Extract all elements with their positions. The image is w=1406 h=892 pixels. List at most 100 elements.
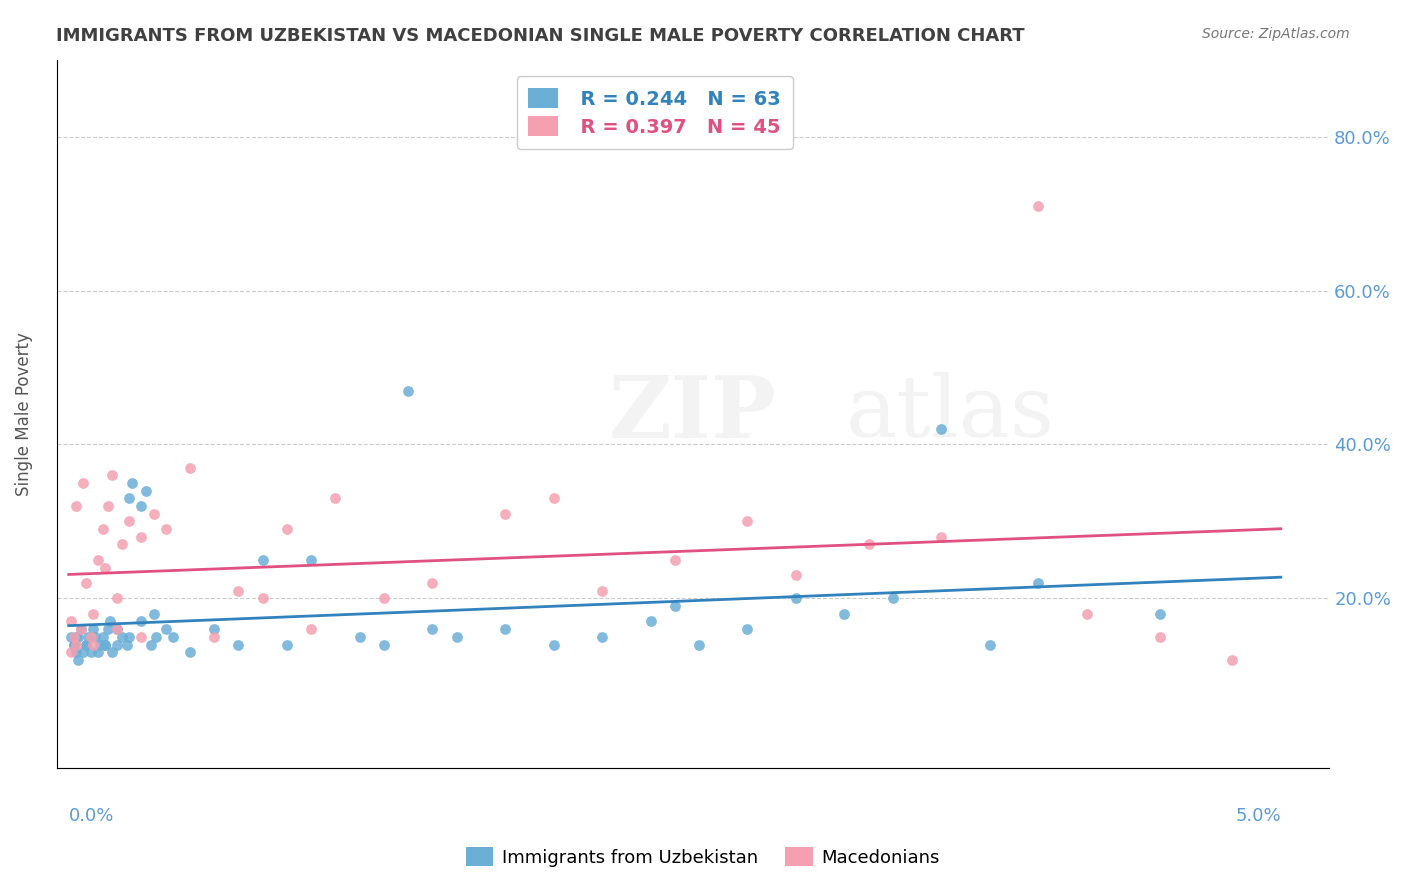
Point bbox=[155, 622, 177, 636]
Point bbox=[494, 622, 516, 636]
Point bbox=[664, 599, 686, 613]
Point bbox=[65, 645, 87, 659]
Point bbox=[75, 638, 97, 652]
Point bbox=[446, 630, 468, 644]
Point bbox=[79, 645, 101, 659]
Point bbox=[179, 460, 201, 475]
Point bbox=[131, 630, 153, 644]
Y-axis label: Single Male Poverty: Single Male Poverty bbox=[15, 332, 32, 496]
Point bbox=[72, 645, 94, 659]
Point bbox=[349, 630, 371, 644]
Point bbox=[94, 638, 117, 652]
Point bbox=[299, 622, 322, 636]
Point bbox=[111, 630, 134, 644]
Point bbox=[105, 591, 128, 606]
Point bbox=[105, 622, 128, 636]
Point bbox=[77, 630, 100, 644]
Point bbox=[98, 615, 121, 629]
Point bbox=[118, 491, 141, 506]
Point bbox=[737, 515, 759, 529]
Point bbox=[96, 499, 118, 513]
Point bbox=[62, 630, 84, 644]
Text: Source: ZipAtlas.com: Source: ZipAtlas.com bbox=[1202, 27, 1350, 41]
Point bbox=[60, 645, 83, 659]
Point bbox=[373, 591, 395, 606]
Point bbox=[145, 630, 167, 644]
Point bbox=[1149, 607, 1171, 621]
Point bbox=[87, 645, 110, 659]
Point bbox=[101, 645, 124, 659]
Point bbox=[60, 630, 83, 644]
Point bbox=[142, 607, 165, 621]
Point bbox=[65, 499, 87, 513]
Point bbox=[94, 560, 117, 574]
Point bbox=[688, 638, 710, 652]
Point bbox=[591, 583, 613, 598]
Point bbox=[325, 491, 347, 506]
Point bbox=[70, 622, 93, 636]
Point bbox=[422, 622, 444, 636]
Point bbox=[118, 630, 141, 644]
Text: 5.0%: 5.0% bbox=[1234, 806, 1281, 824]
Point bbox=[931, 530, 953, 544]
Point bbox=[82, 622, 104, 636]
Point bbox=[131, 615, 153, 629]
Point bbox=[252, 553, 274, 567]
Point bbox=[87, 553, 110, 567]
Point bbox=[640, 615, 662, 629]
Point bbox=[373, 638, 395, 652]
Point bbox=[82, 638, 104, 652]
Point bbox=[89, 638, 111, 652]
Point bbox=[62, 638, 84, 652]
Point bbox=[62, 638, 84, 652]
Point bbox=[858, 537, 880, 551]
Point bbox=[75, 638, 97, 652]
Point bbox=[67, 653, 90, 667]
Point bbox=[276, 638, 298, 652]
Point bbox=[664, 553, 686, 567]
Point bbox=[179, 645, 201, 659]
Point bbox=[162, 630, 184, 644]
Point bbox=[75, 576, 97, 591]
Point bbox=[155, 522, 177, 536]
Point bbox=[1076, 607, 1098, 621]
Point bbox=[118, 515, 141, 529]
Point bbox=[135, 483, 157, 498]
Point bbox=[131, 499, 153, 513]
Point bbox=[494, 507, 516, 521]
Legend: Immigrants from Uzbekistan, Macedonians: Immigrants from Uzbekistan, Macedonians bbox=[458, 840, 948, 874]
Point bbox=[142, 507, 165, 521]
Point bbox=[79, 630, 101, 644]
Point bbox=[299, 553, 322, 567]
Point bbox=[834, 607, 856, 621]
Point bbox=[202, 622, 225, 636]
Point bbox=[105, 638, 128, 652]
Text: atlas: atlas bbox=[845, 372, 1054, 455]
Point bbox=[1028, 199, 1050, 213]
Point bbox=[115, 638, 138, 652]
Point bbox=[882, 591, 904, 606]
Point bbox=[121, 475, 143, 490]
Point bbox=[65, 638, 87, 652]
Point bbox=[91, 522, 114, 536]
Point bbox=[84, 630, 107, 644]
Point bbox=[82, 607, 104, 621]
Point bbox=[1220, 653, 1243, 667]
Point bbox=[591, 630, 613, 644]
Point bbox=[543, 638, 565, 652]
Point bbox=[276, 522, 298, 536]
Point bbox=[60, 615, 83, 629]
Point bbox=[737, 622, 759, 636]
Point bbox=[202, 630, 225, 644]
Point bbox=[228, 638, 250, 652]
Point bbox=[785, 568, 807, 582]
Point bbox=[141, 638, 163, 652]
Point bbox=[396, 384, 419, 398]
Point bbox=[70, 622, 93, 636]
Point bbox=[979, 638, 1001, 652]
Point bbox=[72, 475, 94, 490]
Point bbox=[111, 537, 134, 551]
Point bbox=[422, 576, 444, 591]
Point bbox=[931, 422, 953, 436]
Point bbox=[252, 591, 274, 606]
